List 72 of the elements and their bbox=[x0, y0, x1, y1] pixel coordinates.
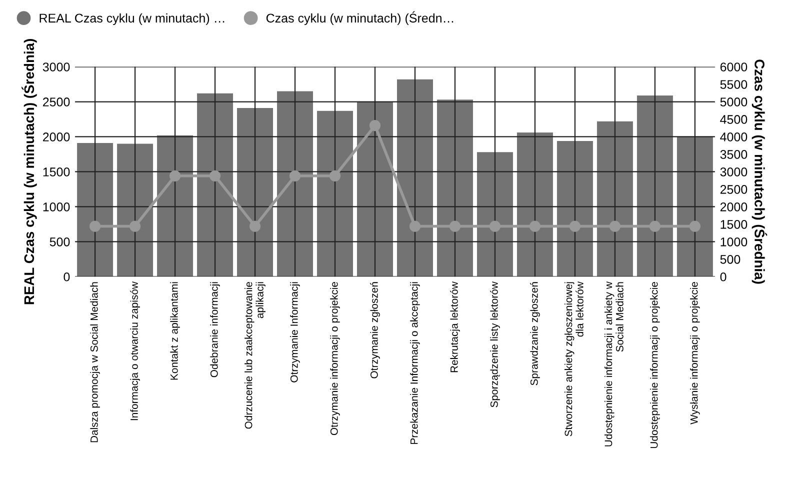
bar bbox=[516, 132, 553, 277]
point bbox=[449, 220, 461, 232]
y2-tick-label: 6000 bbox=[720, 62, 748, 72]
bar bbox=[77, 143, 114, 277]
bar bbox=[197, 93, 234, 277]
point bbox=[689, 220, 701, 232]
y2-tick-label: 5500 bbox=[720, 80, 748, 89]
bar bbox=[237, 108, 274, 277]
x-tick-label: Informacja o otwarciu zapisów bbox=[130, 281, 140, 420]
y-tick-label: 3000 bbox=[42, 62, 70, 72]
y-tick-label: 2500 bbox=[43, 98, 70, 106]
x-tick-label: Otrzymanie zgłoszeń bbox=[370, 282, 380, 378]
x-tick-label: Otrzymanie Informacji bbox=[290, 282, 300, 382]
x-tick-label: Udostępnienie informacji i ankiety w Social Mediach bbox=[604, 281, 624, 446]
x-tick-label: Stworzenie ankiety zgłoszeniowej dla lektorów bbox=[564, 281, 584, 436]
y2-tick-label: 4500 bbox=[720, 115, 748, 124]
bar bbox=[596, 121, 633, 277]
bar bbox=[157, 135, 194, 277]
point bbox=[529, 220, 541, 232]
bar bbox=[676, 136, 713, 277]
y2-tick-label: 0 bbox=[720, 272, 726, 282]
bar bbox=[117, 144, 154, 277]
x-tick-label: Odebranie informacji bbox=[210, 282, 220, 378]
x-tick-label: Przekazanie Informacji o akceptacji bbox=[410, 282, 420, 444]
y2-tick-label: 3500 bbox=[720, 150, 748, 159]
x-tick-label: Kontakt z aplikantami bbox=[170, 282, 180, 380]
bar bbox=[357, 102, 393, 277]
legend-label: REAL Czas cyklu (w minutach) … bbox=[40, 13, 224, 26]
point bbox=[489, 220, 501, 232]
point bbox=[649, 220, 661, 232]
y-axis-title: REAL Czas cyklu (w minutach) (Średnia) bbox=[22, 39, 37, 304]
bar bbox=[556, 140, 593, 277]
y2-tick-label: 1500 bbox=[720, 220, 748, 229]
y-tick-label: 0 bbox=[64, 272, 70, 282]
y2-tick-label: 1000 bbox=[720, 237, 748, 246]
bar bbox=[636, 95, 673, 277]
bar bbox=[317, 110, 354, 277]
x-tick-label: Otrzymanie informacji o projekcie bbox=[330, 282, 340, 436]
x-tick-label: Odrzucenie lub zaakceptowanie aplikacji bbox=[244, 282, 266, 429]
y2-tick-label: 3000 bbox=[720, 168, 748, 176]
y-tick-label: 500 bbox=[50, 237, 70, 246]
y2-tick-label: 2000 bbox=[720, 202, 748, 212]
y2-axis-title: Czas cyklu (w minutach) (Średnia) bbox=[752, 60, 768, 284]
y-tick-label: 1000 bbox=[43, 202, 70, 212]
point bbox=[209, 170, 221, 182]
y2-tick-label: 4000 bbox=[720, 132, 748, 142]
x-tick-label: Sporządzenie listy lektorów bbox=[490, 281, 500, 408]
bar bbox=[476, 152, 513, 277]
point bbox=[289, 170, 301, 182]
y2-tick-label: 500 bbox=[720, 254, 740, 264]
point bbox=[129, 220, 141, 232]
x-tick-label: Sprawdzanie zgłoszeń bbox=[530, 282, 540, 386]
point bbox=[249, 220, 261, 232]
bar bbox=[436, 100, 473, 277]
x-tick-label: Dalsza promocja w Social Mediach bbox=[90, 282, 100, 442]
x-tick-label: Rekrutacja lektorów bbox=[450, 281, 460, 372]
point bbox=[369, 120, 381, 132]
x-tick-label: Udostępnienie informacji o projekcie bbox=[650, 282, 660, 448]
point bbox=[169, 170, 181, 182]
point bbox=[89, 220, 101, 232]
bar bbox=[397, 79, 433, 277]
point bbox=[609, 220, 621, 232]
y-tick-label: 2000 bbox=[43, 132, 70, 142]
bar bbox=[277, 91, 314, 277]
y-tick-label: 1500 bbox=[43, 168, 70, 176]
point bbox=[329, 170, 341, 182]
point bbox=[409, 220, 421, 232]
point bbox=[569, 220, 581, 232]
legend-label: Czas cyklu (w minutach) (Średn… bbox=[266, 11, 454, 26]
x-tick-label: Wysłanie informacji o projekcie bbox=[690, 282, 700, 424]
y2-tick-label: 2500 bbox=[720, 185, 748, 194]
y2-tick-label: 5000 bbox=[720, 98, 748, 106]
